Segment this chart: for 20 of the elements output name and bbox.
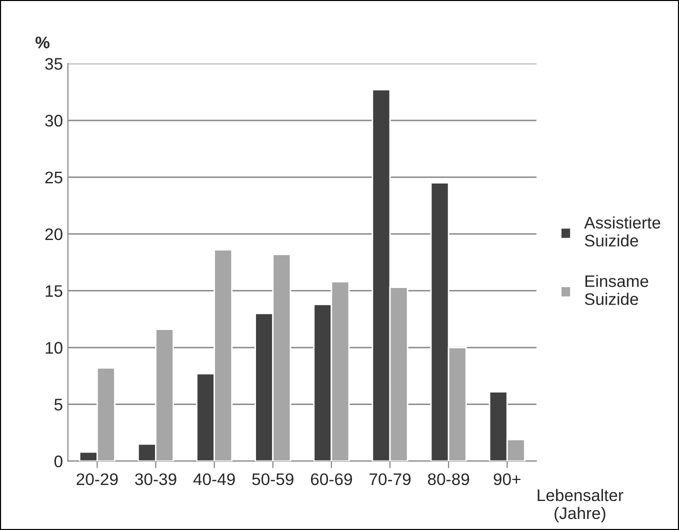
x-axis-title: Lebensalter (Jahre) (538, 488, 624, 522)
x-tick-label: 40-49 (193, 473, 235, 486)
x-tick-label: 90+ (494, 473, 520, 486)
y-tick-label: 5 (54, 398, 62, 411)
legend-label: Einsame Suizide (584, 274, 648, 306)
x-tick-label: 30-39 (135, 473, 176, 486)
y-tick-label: 25 (45, 172, 62, 184)
y-tick-label: 10 (46, 342, 62, 354)
legend-label: Assistierte Suizide (584, 216, 660, 247)
y-tick-label: 15 (46, 285, 62, 297)
y-axis-title: % (36, 36, 50, 48)
y-tick-label: 0 (54, 456, 62, 468)
y-tick-label: 30 (45, 114, 62, 127)
x-tick-label: 80-89 (428, 473, 470, 486)
x-tick-label: 50-59 (252, 473, 294, 486)
y-tick-label: 35 (45, 58, 62, 70)
x-tick-label: 70-79 (370, 473, 411, 486)
x-tick-label: 60-69 (310, 473, 352, 486)
y-tick-label: 20 (45, 228, 62, 240)
x-tick-label: 20-29 (76, 473, 118, 486)
